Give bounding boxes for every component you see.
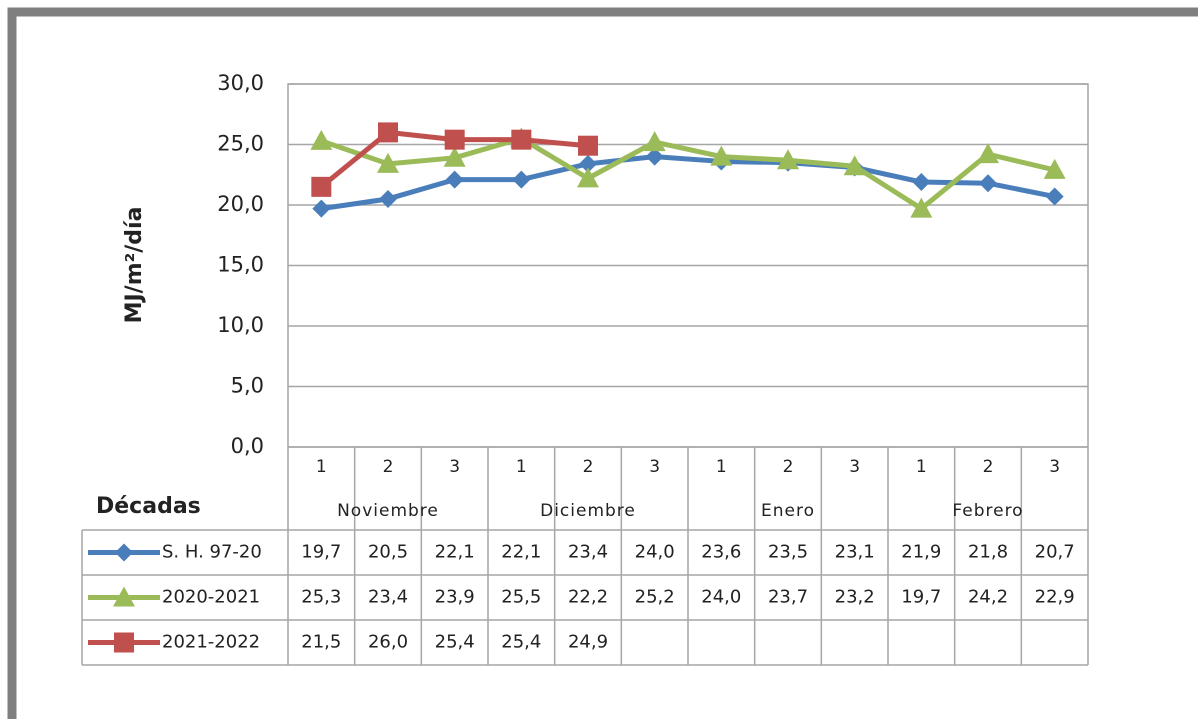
data-point — [979, 174, 997, 193]
x-tick-label: 1 — [516, 457, 527, 477]
x-group-label: Noviembre — [337, 501, 439, 521]
table-value: 25,3 — [301, 587, 341, 608]
table-value: 21,8 — [968, 542, 1008, 563]
y-tick-label: 30,0 — [217, 71, 264, 95]
table-value: 24,9 — [568, 632, 608, 653]
y-tick-label: 0,0 — [231, 434, 264, 458]
table-value: 23,5 — [768, 542, 808, 563]
data-point — [312, 199, 331, 218]
data-point — [443, 146, 466, 167]
x-group-label: Enero — [761, 501, 815, 521]
table-value: 19,7 — [301, 542, 341, 563]
x-tick-label: 3 — [649, 457, 660, 477]
x-group-label: Diciembre — [540, 501, 636, 521]
data-point — [579, 154, 597, 173]
table-value: 22,9 — [1035, 587, 1075, 608]
table-value: 23,2 — [835, 587, 875, 608]
table-value: 19,7 — [901, 587, 941, 608]
frame — [7, 7, 1198, 719]
table-value: 25,5 — [501, 587, 541, 608]
table-value: 22,1 — [501, 542, 541, 563]
legend-label: 2020-2021 — [162, 587, 260, 608]
table-value: 20,7 — [1035, 542, 1075, 563]
table-value: 25,2 — [635, 587, 675, 608]
y-tick-label: 10,0 — [217, 313, 264, 337]
x-tick-label: 2 — [783, 457, 794, 477]
table-value: 23,9 — [435, 587, 475, 608]
data-point — [910, 197, 933, 218]
table-value: 24,0 — [635, 542, 675, 563]
data-point — [512, 170, 531, 189]
table-value: 21,5 — [301, 632, 341, 653]
data-point — [379, 189, 397, 208]
table-value: 26,0 — [368, 632, 408, 653]
table-value: 24,0 — [701, 587, 741, 608]
table-value: 23,4 — [368, 587, 408, 608]
data-point — [378, 122, 398, 143]
table-value: 22,2 — [568, 587, 608, 608]
x-axis-label: Décadas — [96, 494, 201, 519]
table-value: 25,4 — [501, 632, 541, 653]
table-value: 23,1 — [835, 542, 875, 563]
x-tick-label: 3 — [849, 457, 860, 477]
x-tick-label: 3 — [1049, 457, 1060, 477]
y-axis-label: MJ/m²/día — [122, 207, 147, 324]
data-point — [645, 147, 664, 166]
data-point — [643, 131, 666, 152]
data-point — [777, 149, 799, 170]
y-tick-label: 25,0 — [217, 132, 264, 156]
y-tick-label: 5,0 — [231, 374, 264, 398]
legend-label: S. H. 97-20 — [162, 542, 262, 563]
data-point — [444, 129, 465, 150]
data-point — [577, 167, 599, 188]
data-point — [511, 129, 532, 150]
legend-marker — [114, 632, 134, 653]
series-line — [320, 154, 1056, 212]
legend-marker — [115, 543, 133, 562]
table-value: 23,6 — [701, 542, 741, 563]
table-value: 21,9 — [901, 542, 941, 563]
table-value: 25,4 — [435, 632, 475, 653]
x-tick-label: 2 — [383, 457, 394, 477]
x-tick-label: 2 — [583, 457, 594, 477]
x-tick-label: 1 — [716, 457, 727, 477]
x-tick-label: 2 — [983, 457, 994, 477]
table-value: 22,1 — [435, 542, 475, 563]
x-tick-label: 1 — [316, 457, 327, 477]
data-point — [710, 145, 733, 166]
data-point — [311, 176, 332, 197]
table-value: 23,7 — [768, 587, 808, 608]
legend-label: 2021-2022 — [162, 632, 260, 653]
data-point — [377, 152, 399, 173]
data-point — [977, 143, 999, 164]
data-point — [578, 135, 598, 156]
series-line — [320, 135, 1056, 212]
data-point — [912, 173, 931, 192]
y-tick-label: 20,0 — [217, 192, 264, 216]
y-tick-label: 15,0 — [217, 253, 264, 277]
table-value: 23,4 — [568, 542, 608, 563]
data-point — [1043, 158, 1066, 179]
data-point — [1045, 187, 1064, 206]
data-point — [445, 170, 464, 189]
x-tick-label: 3 — [449, 457, 460, 477]
x-group-label: Febrero — [952, 501, 1023, 521]
table-value: 24,2 — [968, 587, 1008, 608]
data-point — [843, 155, 866, 176]
x-tick-label: 1 — [916, 457, 927, 477]
table-value: 20,5 — [368, 542, 408, 563]
data-point — [310, 129, 333, 150]
legend-marker — [113, 586, 135, 607]
